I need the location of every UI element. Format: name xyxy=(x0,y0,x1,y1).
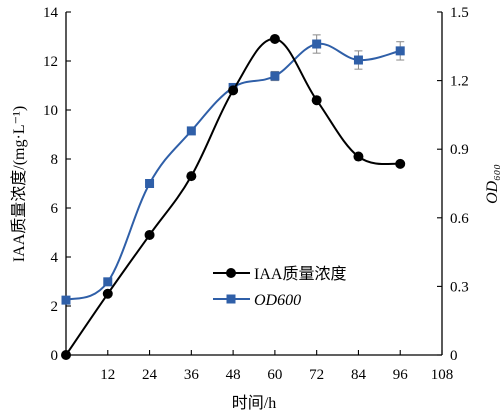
iaa-point xyxy=(186,171,197,182)
left-y-tick-label: 4 xyxy=(51,250,59,266)
od600-point xyxy=(353,55,363,65)
right-y-tick-label: 0.9 xyxy=(450,142,469,158)
right-y-tick-label: 0 xyxy=(450,348,458,364)
x-tick-label: 108 xyxy=(431,367,454,383)
legend-iaa-marker xyxy=(226,268,236,278)
iaa-point xyxy=(311,95,322,106)
left-y-axis-title: IAA质量浓度/(mg·L⁻¹) xyxy=(10,106,28,262)
od600-point xyxy=(103,277,113,287)
left-y-ticks: 0 2 4 6 8 10 12 14 xyxy=(43,5,71,364)
x-axis-title: 时间/h xyxy=(232,394,276,412)
x-tick-label: 72 xyxy=(309,367,324,383)
right-y-axis-title: OD₆₀₀ xyxy=(484,164,501,204)
right-y-tick-label: 1.2 xyxy=(450,74,469,90)
od600-point xyxy=(145,179,155,188)
left-y-tick-label: 10 xyxy=(43,103,58,119)
legend: IAA质量浓度 OD600 xyxy=(213,265,346,309)
x-tick-label: 60 xyxy=(267,367,282,383)
iaa-point xyxy=(102,288,113,299)
right-y-tick-label: 0.3 xyxy=(450,279,469,295)
right-y-tick-label: 0.6 xyxy=(450,211,469,227)
x-ticks: 12 24 36 48 60 72 84 96 108 xyxy=(100,350,453,383)
od600-point xyxy=(395,46,405,56)
iaa-point xyxy=(353,151,364,162)
iaa-point xyxy=(395,158,406,169)
x-tick-label: 12 xyxy=(100,367,115,383)
series-layer xyxy=(61,33,406,360)
left-y-tick-label: 12 xyxy=(43,54,58,70)
iaa-point xyxy=(269,33,280,44)
iaa-point xyxy=(61,350,71,360)
x-tick-label: 24 xyxy=(142,367,158,383)
x-tick-label: 96 xyxy=(393,367,409,383)
od600-point xyxy=(312,39,322,49)
x-tick-label: 36 xyxy=(184,367,200,383)
legend-iaa-label: IAA质量浓度 xyxy=(254,265,346,283)
iaa-point xyxy=(144,229,155,240)
od600-point xyxy=(270,71,280,81)
od600-point xyxy=(61,295,71,305)
od600-line xyxy=(65,42,401,302)
x-tick-label: 48 xyxy=(226,367,241,383)
x-tick-label: 84 xyxy=(351,367,367,383)
legend-od-label: OD600 xyxy=(254,292,301,309)
od600-point xyxy=(186,126,196,136)
iaa-point xyxy=(228,85,239,96)
left-y-tick-label: 0 xyxy=(51,348,59,364)
left-y-tick-label: 8 xyxy=(51,152,59,168)
legend-od-marker xyxy=(226,294,236,304)
left-y-tick-label: 14 xyxy=(43,5,59,21)
right-y-ticks: 0 0.3 0.6 0.9 1.2 1.5 xyxy=(437,5,469,364)
left-y-tick-label: 2 xyxy=(51,299,59,315)
right-y-tick-label: 1.5 xyxy=(450,5,469,21)
left-y-tick-label: 6 xyxy=(51,201,59,217)
